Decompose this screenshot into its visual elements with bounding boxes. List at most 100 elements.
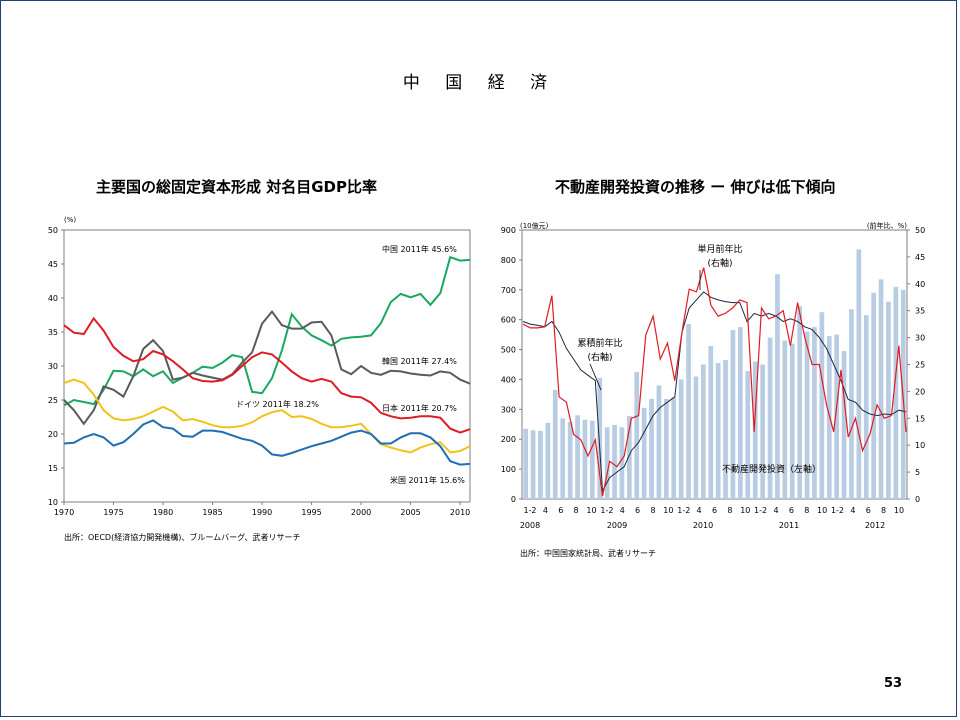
bar-investment <box>849 309 854 499</box>
bar-investment <box>767 337 773 499</box>
right-left-axis-label: (10億元) <box>520 221 549 230</box>
line-monthly-yoy <box>522 267 907 497</box>
bar-investment <box>619 427 625 499</box>
left-x-tick-label: 1980 <box>153 508 173 517</box>
bar-investment <box>871 292 876 499</box>
annotation-arrow-cumulative <box>589 363 602 391</box>
bar-investment <box>841 351 847 499</box>
right-right-y-tick-label: 40 <box>915 280 925 289</box>
right-x-tick-label: 6 <box>789 506 794 515</box>
left-x-tick-label: 1985 <box>202 508 222 517</box>
bar-investment <box>693 376 699 499</box>
right-right-y-tick-label: 20 <box>915 387 925 396</box>
bar-investment <box>656 385 662 499</box>
bar-investment <box>723 360 728 499</box>
right-x-tick-label: 8 <box>650 506 655 515</box>
bar-investment <box>745 371 751 499</box>
right-left-y-tick-label: 600 <box>501 316 516 325</box>
right-left-y-tick-label: 300 <box>501 405 516 414</box>
right-year-label: 2011 <box>779 521 799 530</box>
right-x-tick-label: 6 <box>635 506 640 515</box>
bar-investment <box>560 418 566 499</box>
page-number: 53 <box>884 676 903 691</box>
right-left-y-tick-label: 200 <box>501 435 516 444</box>
left-x-tick-label: 1990 <box>252 508 272 517</box>
right-x-tick-label: 1-2 <box>600 506 613 515</box>
right-right-y-tick-label: 50 <box>915 226 925 235</box>
bar-investment <box>530 430 536 499</box>
left-x-tick-label: 2000 <box>351 508 371 517</box>
bar-investment <box>752 361 758 499</box>
bar-investment <box>575 415 580 499</box>
bar-investment <box>819 312 825 499</box>
left-y-tick-label: 15 <box>48 464 58 473</box>
right-annotation: 単月前年比 <box>697 243 742 255</box>
right-annotation: (右軸) <box>587 351 612 363</box>
bar-investment <box>590 420 595 499</box>
right-x-tick-label: 10 <box>586 506 596 515</box>
bar-investment <box>812 327 817 499</box>
right-x-tick-label: 4 <box>620 506 625 515</box>
bar-investment <box>715 363 721 499</box>
bar-investment <box>797 306 802 499</box>
right-x-tick-label: 1-2 <box>831 506 844 515</box>
right-right-y-tick-label: 30 <box>915 334 925 343</box>
left-x-tick-label: 1975 <box>103 508 123 517</box>
bar-investment <box>567 421 573 499</box>
bar-investment <box>582 419 588 499</box>
right-x-tick-label: 4 <box>697 506 702 515</box>
bar-investment <box>760 364 765 499</box>
right-x-tick-label: 6 <box>558 506 563 515</box>
bar-investment <box>863 315 869 499</box>
right-left-y-tick-label: 500 <box>501 346 516 355</box>
right-chart-source: 出所：中国国家統計局、武者リサーチ <box>520 549 656 558</box>
left-y-tick-label: 45 <box>48 260 58 269</box>
bar-investment <box>826 336 832 499</box>
series-label-ドイツ: ドイツ 2011年 18.2% <box>236 399 319 409</box>
left-chart-title: 主要国の総固定資本形成 対名目GDP比率 <box>96 178 377 196</box>
bar-investment <box>893 286 899 499</box>
bar-investment <box>886 301 891 499</box>
bar-investment <box>856 249 862 499</box>
bar-investment <box>775 274 780 499</box>
series-label-韓国: 韓国 2011年 27.4% <box>382 356 457 366</box>
right-right-axis-label: (前年比、%) <box>867 221 907 230</box>
bar-investment <box>738 327 743 499</box>
bar-investment <box>641 407 647 499</box>
right-right-y-tick-label: 10 <box>915 441 925 450</box>
right-x-tick-label: 8 <box>881 506 886 515</box>
bar-investment <box>612 424 617 499</box>
right-x-tick-label: 4 <box>773 506 778 515</box>
left-y-tick-label: 35 <box>48 328 58 337</box>
right-x-tick-label: 1-2 <box>523 506 536 515</box>
right-annotation: 不動産開発投資（左軸） <box>722 463 821 475</box>
bar-investment <box>686 324 691 499</box>
right-x-tick-label: 1-2 <box>754 506 767 515</box>
page-title: 中 国 経 済 <box>402 73 558 93</box>
right-x-tick-label: 4 <box>543 506 548 515</box>
bar-investment <box>878 279 884 499</box>
right-year-label: 2009 <box>607 521 627 530</box>
right-x-tick-label: 6 <box>866 506 871 515</box>
right-x-tick-label: 4 <box>850 506 855 515</box>
right-x-tick-label: 10 <box>894 506 904 515</box>
bar-investment <box>708 346 714 499</box>
bar-investment <box>782 340 788 499</box>
right-right-y-tick-label: 25 <box>915 361 925 370</box>
line-日本 <box>63 316 471 434</box>
bar-investment <box>597 377 603 499</box>
line-韓国 <box>63 309 471 426</box>
right-right-y-tick-label: 45 <box>915 253 925 262</box>
right-x-tick-label: 6 <box>712 506 717 515</box>
left-x-tick-label: 2005 <box>400 508 420 517</box>
right-x-tick-label: 8 <box>804 506 809 515</box>
right-left-y-tick-label: 800 <box>501 256 516 265</box>
left-chart-source: 出所：OECD(経済協力開発機構)、ブルームバーグ、武者リサーチ <box>64 533 301 542</box>
right-year-label: 2008 <box>520 521 540 530</box>
line-米国 <box>63 419 471 466</box>
bar-investment <box>834 334 839 499</box>
bar-investment <box>701 364 706 499</box>
right-left-y-tick-label: 0 <box>511 495 516 504</box>
